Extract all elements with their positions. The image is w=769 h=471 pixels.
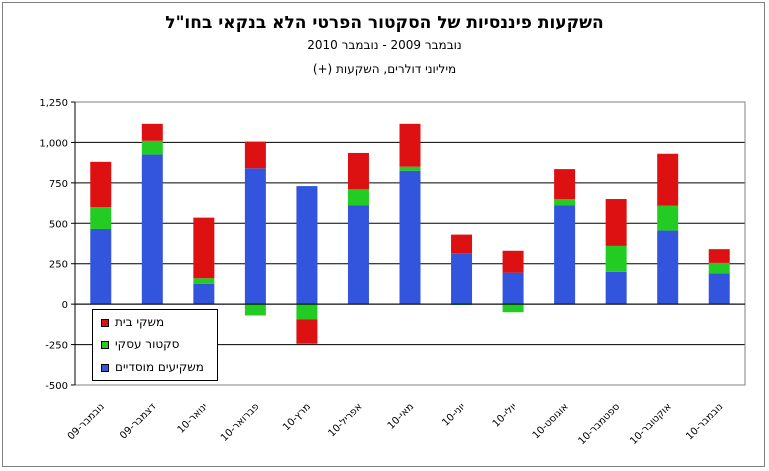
x-tick-label: מאי-10 <box>386 401 416 431</box>
bar-institutional <box>657 230 679 305</box>
bar-households <box>193 217 215 279</box>
bar-households <box>605 199 627 246</box>
bar-institutional <box>193 283 215 305</box>
x-tick-label: נובמבר-09 <box>66 401 107 442</box>
bar-business <box>296 304 318 320</box>
bar-institutional <box>451 253 473 305</box>
legend-label-institutional: משקיעים מוסדיים <box>115 360 204 374</box>
bar-institutional <box>244 168 266 305</box>
legend-swatch-households <box>101 319 109 327</box>
legend-swatch-institutional <box>101 364 109 372</box>
bar-households <box>502 250 524 273</box>
bar-business <box>657 205 679 231</box>
legend-label-households: משקי בית <box>115 315 165 329</box>
bar-institutional <box>141 154 163 305</box>
bar-institutional <box>399 170 421 305</box>
x-tick-label: אוקטובר-10 <box>628 401 674 447</box>
x-tick-label: ספטמבר-10 <box>576 401 622 447</box>
bar-business <box>605 245 627 272</box>
chart-subtitle: נובמבר 2009 - נובמבר 2010 <box>307 38 462 52</box>
legend-item-institutional: משקיעים מוסדיים <box>99 359 215 377</box>
bar-households <box>296 319 318 344</box>
x-tick-label: אוגוסט-10 <box>531 401 571 441</box>
bar-households <box>451 234 473 254</box>
bar-business <box>141 140 163 155</box>
chart-title: השקעות פיננסיות של הסקטור הפרטי הלא בנקא… <box>165 13 604 33</box>
bar-households <box>244 141 266 169</box>
bar-institutional <box>708 273 730 305</box>
bar-households <box>90 161 112 208</box>
y-tick-label: -500 <box>45 381 68 392</box>
legend-swatch-business <box>101 341 109 349</box>
legend-item-business: סקטור עסקי <box>99 336 215 354</box>
chart-unit-label: מיליוני דולרים, השקעות (+) <box>312 62 457 76</box>
bar-business <box>90 207 112 229</box>
x-tick-label: יולי-10 <box>491 401 519 429</box>
bar-households <box>141 123 163 141</box>
bar-households <box>708 249 730 263</box>
x-tick-label: מרץ-10 <box>281 401 313 433</box>
legend-label-business: סקטור עסקי <box>115 337 180 351</box>
bar-business <box>193 278 215 284</box>
bar-business <box>244 304 266 316</box>
bar-business <box>502 304 524 313</box>
bar-business <box>554 199 576 206</box>
x-tick-label: נובמבר-10 <box>684 401 725 442</box>
bar-business <box>708 262 730 274</box>
bar-institutional <box>90 228 112 305</box>
legend-item-households: משקי בית <box>99 314 215 332</box>
x-tick-label: ינואר-10 <box>176 401 210 435</box>
bar-institutional <box>347 205 369 305</box>
bar-institutional <box>554 205 576 305</box>
chart-frame <box>2 2 765 467</box>
y-tick-label: 1,250 <box>39 98 68 109</box>
x-tick-label: פברואר-10 <box>219 401 261 443</box>
bar-institutional <box>502 272 524 305</box>
y-tick-label: 0 <box>62 300 68 311</box>
x-tick-label: יוני-10 <box>440 401 467 428</box>
legend: משקי בית סקטור עסקי משקיעים מוסדיים <box>92 309 218 381</box>
bar-business <box>399 166 421 171</box>
x-tick-label: אפריל-10 <box>327 401 365 439</box>
bar-households <box>399 123 421 167</box>
bar-institutional <box>296 186 318 305</box>
y-tick-label: 1,000 <box>39 138 68 149</box>
y-tick-label: 750 <box>49 179 68 190</box>
x-tick-label: דצמבר-09 <box>118 401 159 442</box>
bar-households <box>347 152 369 190</box>
bar-households <box>554 169 576 200</box>
bar-institutional <box>605 271 627 305</box>
y-tick-label: 500 <box>49 219 68 230</box>
bar-business <box>347 189 369 206</box>
bar-households <box>657 153 679 206</box>
y-tick-label: -250 <box>45 341 68 352</box>
y-tick-label: 250 <box>49 260 68 271</box>
